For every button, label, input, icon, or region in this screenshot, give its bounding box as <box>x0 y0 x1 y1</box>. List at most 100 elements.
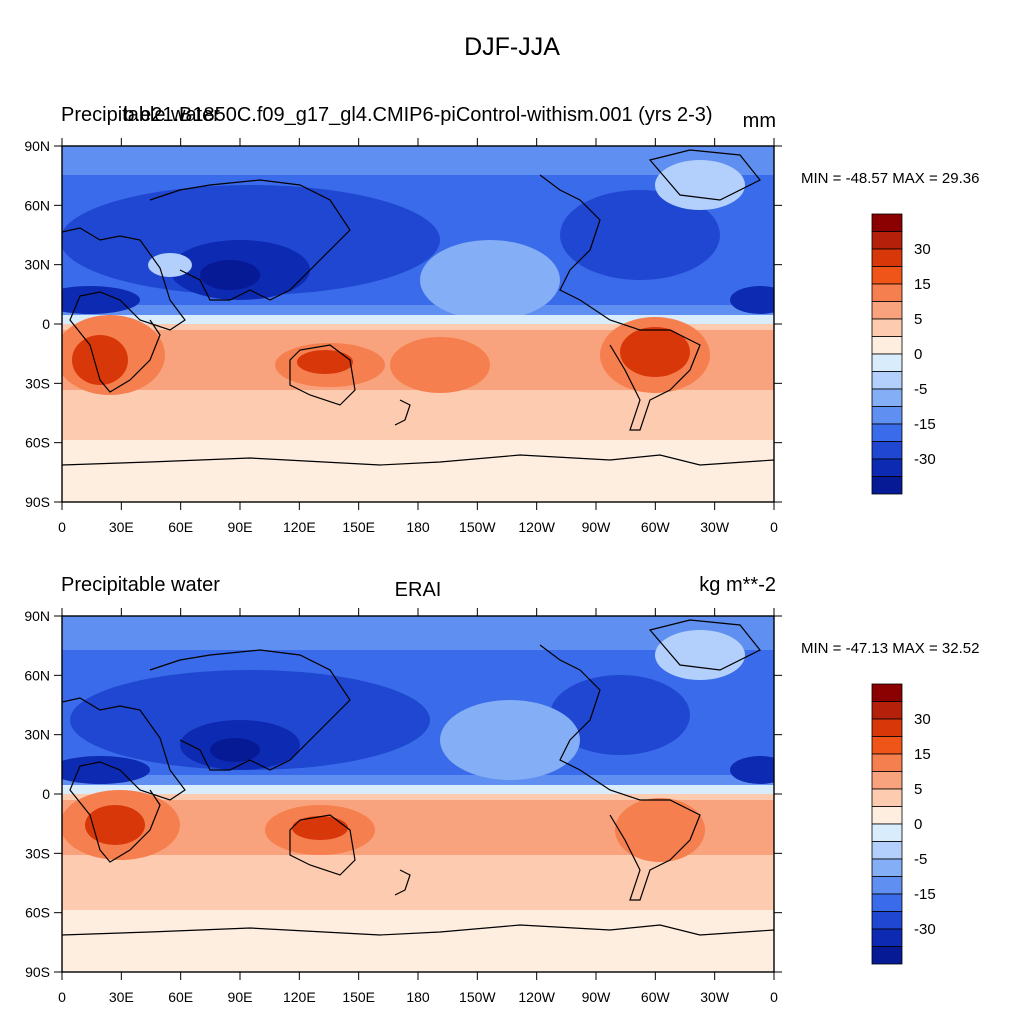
panel2-map <box>62 616 774 972</box>
colorbar-swatch <box>871 946 903 965</box>
lon-label: 180 <box>406 519 430 535</box>
colorbar-label: -5 <box>914 381 927 398</box>
colorbar-swatch <box>871 213 903 232</box>
colorbar-swatch <box>871 788 903 807</box>
lat-label: 60S <box>25 435 50 451</box>
figure-title: DJF-JJA <box>464 33 560 61</box>
lon-label: 60W <box>641 989 671 1005</box>
lon-label: 0 <box>58 519 66 535</box>
lon-label: 0 <box>770 519 778 535</box>
colorbar-swatch <box>871 718 903 737</box>
lon-label: 60E <box>168 989 193 1005</box>
lat-label: 30N <box>24 727 50 743</box>
colorbar-swatch <box>871 388 903 407</box>
panel1-min-max: MIN = -48.57 MAX = 29.36 <box>801 170 980 187</box>
colorbar-swatch <box>871 406 903 425</box>
colorbar-label: 5 <box>914 311 922 328</box>
colorbar-swatch <box>871 858 903 877</box>
lon-label: 30W <box>700 989 730 1005</box>
colorbar-swatch <box>871 458 903 477</box>
colorbar-swatch <box>871 893 903 912</box>
lat-label: 60S <box>25 905 50 921</box>
colorbar-swatch <box>871 301 903 320</box>
colorbar-label: 30 <box>914 711 931 728</box>
colorbar-swatch <box>871 423 903 442</box>
lat-label: 30S <box>25 375 50 391</box>
colorbar-label: 15 <box>914 276 931 293</box>
colorbar-swatch <box>871 841 903 860</box>
colorbar-label: -30 <box>914 451 936 468</box>
panel1-right-title: mm <box>742 110 776 132</box>
colorbar-swatch <box>871 911 903 930</box>
lat-label: 30S <box>25 845 50 861</box>
lon-label: 120W <box>518 519 555 535</box>
lon-label: 30W <box>700 519 730 535</box>
lat-label: 60N <box>24 667 50 683</box>
lat-label: 90S <box>25 494 50 510</box>
colorbar-swatch <box>871 266 903 285</box>
lon-label: 30E <box>109 519 134 535</box>
colorbar-label: 5 <box>914 781 922 798</box>
lon-label: 120E <box>283 519 316 535</box>
colorbar-swatch <box>871 476 903 495</box>
panel2-center-title: ERAI <box>394 579 442 601</box>
lat-label: 0 <box>42 786 50 802</box>
lat-label: 0 <box>42 316 50 332</box>
colorbar-label: -30 <box>914 921 936 938</box>
panel2-right-title: kg m**-2 <box>699 574 776 596</box>
colorbar-swatch <box>871 318 903 337</box>
lon-label: 90E <box>228 519 253 535</box>
colorbar-swatch <box>871 806 903 825</box>
lon-label: 0 <box>58 989 66 1005</box>
lon-label: 30E <box>109 989 134 1005</box>
lon-label: 90W <box>582 989 612 1005</box>
colorbar-swatch <box>871 683 903 702</box>
lon-label: 150W <box>459 519 496 535</box>
lon-label: 90W <box>582 519 612 535</box>
panel1-center-title: b.e21.B1850C.f09_g17_gl4.CMIP6-piControl… <box>123 104 713 126</box>
lon-label: 150E <box>342 989 375 1005</box>
lat-label: 90S <box>25 964 50 980</box>
colorbar-swatch <box>871 876 903 895</box>
lat-label: 30N <box>24 257 50 273</box>
colorbar-swatch <box>871 771 903 790</box>
colorbar-label: 0 <box>914 816 922 833</box>
map-axes: 90N 60N 30N 0 30S 60S 90S 0 30E 60E 90E 120E 150E 180… <box>24 138 782 1005</box>
lat-label: 90N <box>24 138 50 154</box>
colorbar-swatch <box>871 753 903 772</box>
lon-label: 60W <box>641 519 671 535</box>
colorbar-swatch <box>871 701 903 720</box>
colorbar-label: 15 <box>914 746 931 763</box>
lat-label: 60N <box>24 197 50 213</box>
lon-label: 60E <box>168 519 193 535</box>
colorbar-label: -15 <box>914 416 936 433</box>
lon-label: 150W <box>459 989 496 1005</box>
panel1-map <box>62 146 774 502</box>
lon-label: 0 <box>770 989 778 1005</box>
colorbar-swatch <box>871 441 903 460</box>
colorbar-label: -5 <box>914 851 927 868</box>
lat-label: 90N <box>24 608 50 624</box>
panel1-left-title: Precipitable water <box>61 104 220 126</box>
colorbar-swatch <box>871 823 903 842</box>
colorbar-label: -15 <box>914 886 936 903</box>
panel2-min-max: MIN = -47.13 MAX = 32.52 <box>801 640 980 657</box>
colorbar-swatch <box>871 353 903 372</box>
lon-label: 120E <box>283 989 316 1005</box>
colorbar-swatch <box>871 928 903 947</box>
lon-label: 120W <box>518 989 555 1005</box>
lon-label: 150E <box>342 519 375 535</box>
colorbar-swatch <box>871 283 903 302</box>
colorbar-swatch <box>871 336 903 355</box>
panel2-left-title: Precipitable water <box>61 574 220 596</box>
colorbar-label: 30 <box>914 241 931 258</box>
lon-label: 180 <box>406 989 430 1005</box>
lon-label: 90E <box>228 989 253 1005</box>
colorbars: 30 15 5 0 -5 -15 -30 30 15 5 0 -5 -15 -30 <box>871 213 936 965</box>
colorbar-swatch <box>871 736 903 755</box>
colorbar-swatch <box>871 231 903 250</box>
colorbar-swatch <box>871 248 903 267</box>
colorbar-label: 0 <box>914 346 922 363</box>
colorbar-swatch <box>871 371 903 390</box>
